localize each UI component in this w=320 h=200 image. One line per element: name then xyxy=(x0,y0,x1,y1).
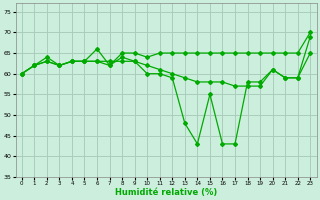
X-axis label: Humidité relative (%): Humidité relative (%) xyxy=(115,188,217,197)
